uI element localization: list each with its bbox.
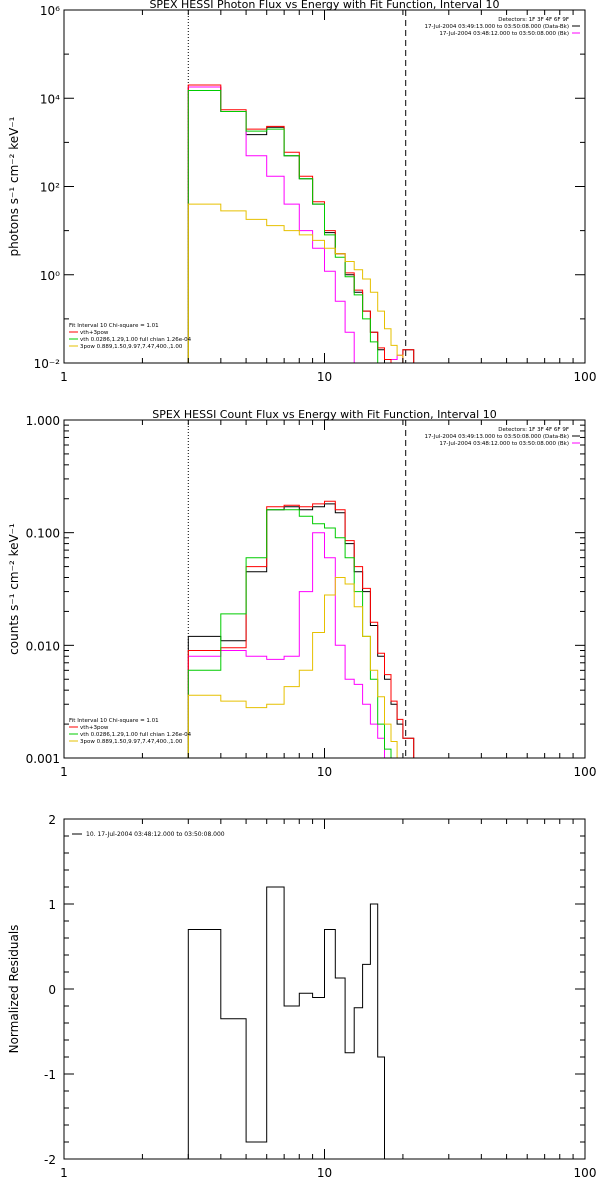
photon-ytick-label: 10⁰: [40, 269, 60, 283]
photon-ytick-label: 10⁻²: [34, 357, 61, 371]
photon-ytick-label: 10²: [40, 181, 60, 195]
residual-ylabel: Normalized Residuals: [7, 925, 21, 1054]
residual-xtick-label: 10: [317, 1166, 332, 1180]
photon-xtick-label: 100: [574, 370, 597, 384]
count-series-data-bk: [187, 503, 415, 758]
photon-legend-bottom-text: vth+3pow: [80, 330, 109, 336]
residual-ytick-label: 1: [48, 898, 56, 912]
count-ytick-label: 0.001: [26, 752, 60, 766]
photon-axes-frame: [63, 9, 586, 364]
residual-xtick-label: 100: [574, 1166, 597, 1180]
count-axes-frame: [63, 419, 586, 759]
photon-legend-top-text: Detectors: 1F 3F 4F 6F 9F: [498, 17, 569, 23]
residual-panel: 1 10 100 -2 -1 0 1 2 Normalized Residuals 10. 17-…: [7, 813, 596, 1180]
count-series-bk: [187, 532, 385, 758]
count-legend-top-text: 17-Jul-2004 03:49:13.000 to 03:50:08.000…: [425, 434, 570, 440]
photon-panel: SPEX HESSI Photon Flux vs Energy with Fi…: [7, 0, 596, 384]
count-legend-bottom-text: 3pow 0.889,1.50,9.97,7.47,400.,1.00: [80, 739, 183, 745]
photon-series-3pow: [187, 203, 404, 363]
residual-series-10-17-jul-2004-03-48-12-000-to-03-50-08-000: [187, 886, 404, 1159]
count-legend-bottom-text: vth+3pow: [80, 725, 109, 731]
count-ylabel: counts s⁻¹ cm⁻² keV⁻¹: [7, 523, 21, 655]
residual-xtick-label: 1: [60, 1166, 68, 1180]
residual-ytick-label: 2: [48, 813, 56, 827]
count-legend-top-text: Detectors: 1F 3F 4F 6F 9F: [498, 427, 569, 433]
photon-ytick-label: 10⁴: [40, 92, 60, 106]
residual-ytick-label: 0: [48, 983, 56, 997]
count-xtick-label: 100: [574, 765, 597, 779]
count-legend-top-text: 17-Jul-2004 03:48:12.000 to 03:50:08.000…: [439, 441, 569, 447]
photon-series-bk: [187, 86, 404, 363]
photon-legend-top-text: 17-Jul-2004 03:48:12.000 to 03:50:08.000…: [439, 31, 569, 37]
count-series-vth-3pow: [187, 500, 415, 758]
count-xtick-label: 10: [317, 765, 332, 779]
count-ytick-label: 1.000: [26, 414, 60, 428]
photon-series-vth-3pow: [187, 84, 415, 363]
count-xtick-label: 1: [60, 765, 68, 779]
photon-xtick-label: 10: [317, 370, 332, 384]
count-title: SPEX HESSI Count Flux vs Energy with Fit…: [152, 408, 496, 421]
count-series-vth: [187, 509, 392, 758]
count-legend-bottom-text: Fit Interval 10 Chi-square = 1.01: [69, 718, 159, 724]
count-ytick-label: 0.010: [26, 639, 60, 653]
photon-legend-bottom-text: Fit Interval 10 Chi-square = 1.01: [69, 323, 159, 329]
residual-ytick-label: -2: [44, 1153, 56, 1167]
photon-legend-top-text: 17-Jul-2004 03:49:13.000 to 03:50:08.000…: [425, 24, 570, 30]
count-ytick-label: 0.100: [26, 527, 60, 541]
photon-series-vth: [187, 90, 385, 363]
photon-legend-bottom-text: 3pow 0.889,1.50,9.97,7.47,400.,1.00: [80, 344, 183, 350]
count-legend-bottom-text: vth 0.0286,1.29,1.00 full chian 1.26e-04: [80, 732, 192, 738]
photon-title: SPEX HESSI Photon Flux vs Energy with Fi…: [149, 0, 499, 11]
photon-ytick-label: 10⁶: [40, 4, 60, 18]
count-series-3pow: [187, 577, 398, 758]
residual-legend-text: 10. 17-Jul-2004 03:48:12.000 to 03:50:08…: [86, 831, 225, 838]
count-panel: SPEX HESSI Count Flux vs Energy with Fit…: [7, 408, 596, 779]
photon-xtick-label: 1: [60, 370, 68, 384]
photon-ylabel: photons s⁻¹ cm⁻² keV⁻¹: [7, 116, 21, 256]
residual-ytick-label: -1: [44, 1068, 56, 1082]
photon-legend-bottom-text: vth 0.0286,1.29,1.00 full chian 1.26e-04: [80, 337, 192, 343]
